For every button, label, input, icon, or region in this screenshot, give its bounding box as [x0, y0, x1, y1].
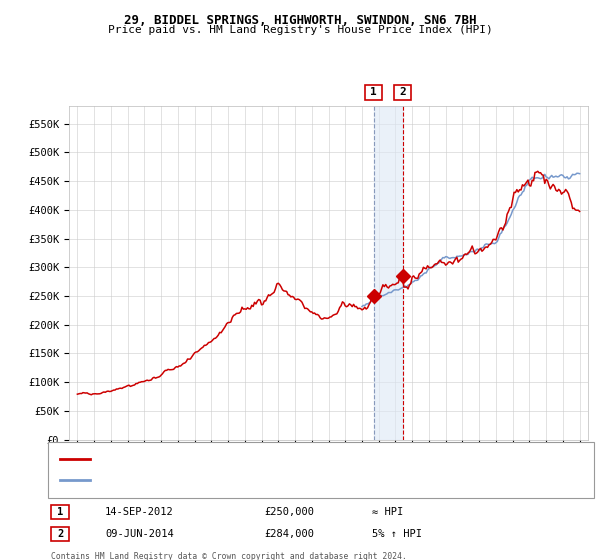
- Text: 29, BIDDEL SPRINGS, HIGHWORTH, SWINDON, SN6 7BH (detached house): 29, BIDDEL SPRINGS, HIGHWORTH, SWINDON, …: [96, 454, 472, 464]
- Text: 1: 1: [370, 87, 377, 97]
- Text: 09-JUN-2014: 09-JUN-2014: [105, 529, 174, 539]
- Text: 2: 2: [57, 529, 63, 539]
- Text: £250,000: £250,000: [264, 507, 314, 517]
- Bar: [374, 106, 403, 440]
- Text: 2: 2: [400, 87, 406, 97]
- Text: 29, BIDDEL SPRINGS, HIGHWORTH, SWINDON, SN6 7BH: 29, BIDDEL SPRINGS, HIGHWORTH, SWINDON, …: [124, 14, 476, 27]
- Text: 14-SEP-2012: 14-SEP-2012: [105, 507, 174, 517]
- Text: 1: 1: [57, 507, 63, 517]
- Text: ≈ HPI: ≈ HPI: [372, 507, 403, 517]
- Text: Contains HM Land Registry data © Crown copyright and database right 2024.
This d: Contains HM Land Registry data © Crown c…: [51, 552, 407, 560]
- Text: £284,000: £284,000: [264, 529, 314, 539]
- Text: HPI: Average price, detached house, Swindon: HPI: Average price, detached house, Swin…: [96, 475, 349, 485]
- Text: 5% ↑ HPI: 5% ↑ HPI: [372, 529, 422, 539]
- Text: Price paid vs. HM Land Registry's House Price Index (HPI): Price paid vs. HM Land Registry's House …: [107, 25, 493, 35]
